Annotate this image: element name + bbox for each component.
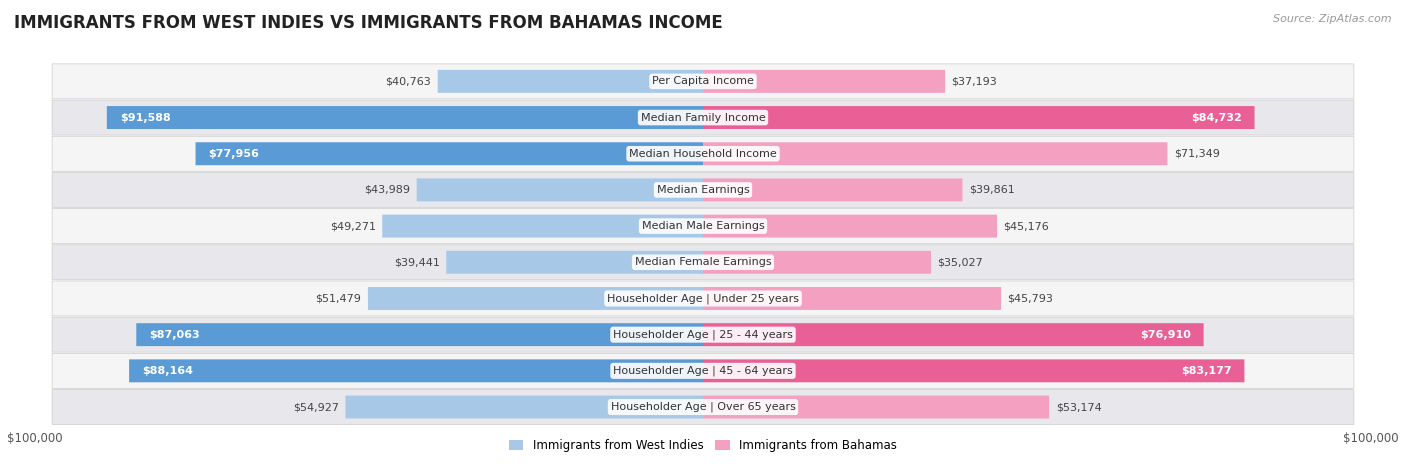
FancyBboxPatch shape (107, 106, 703, 129)
Text: $40,763: $40,763 (385, 77, 432, 86)
Text: $45,793: $45,793 (1008, 293, 1053, 304)
FancyBboxPatch shape (346, 396, 703, 418)
Text: $53,174: $53,174 (1056, 402, 1101, 412)
Text: $37,193: $37,193 (952, 77, 997, 86)
Text: Median Female Earnings: Median Female Earnings (634, 257, 772, 267)
FancyBboxPatch shape (703, 70, 945, 93)
Text: $88,164: $88,164 (142, 366, 193, 376)
Text: $91,588: $91,588 (120, 113, 170, 122)
FancyBboxPatch shape (703, 287, 1001, 310)
FancyBboxPatch shape (368, 287, 703, 310)
FancyBboxPatch shape (136, 323, 703, 346)
FancyBboxPatch shape (52, 100, 1354, 135)
Text: $76,910: $76,910 (1140, 330, 1191, 340)
FancyBboxPatch shape (703, 251, 931, 274)
Text: Median Earnings: Median Earnings (657, 185, 749, 195)
Text: Median Male Earnings: Median Male Earnings (641, 221, 765, 231)
Text: $87,063: $87,063 (149, 330, 200, 340)
FancyBboxPatch shape (703, 396, 1049, 418)
FancyBboxPatch shape (416, 178, 703, 201)
FancyBboxPatch shape (52, 389, 1354, 425)
Text: IMMIGRANTS FROM WEST INDIES VS IMMIGRANTS FROM BAHAMAS INCOME: IMMIGRANTS FROM WEST INDIES VS IMMIGRANT… (14, 14, 723, 32)
Text: Source: ZipAtlas.com: Source: ZipAtlas.com (1274, 14, 1392, 24)
Text: $39,441: $39,441 (394, 257, 440, 267)
Text: Householder Age | 45 - 64 years: Householder Age | 45 - 64 years (613, 366, 793, 376)
FancyBboxPatch shape (437, 70, 703, 93)
Text: Householder Age | 25 - 44 years: Householder Age | 25 - 44 years (613, 329, 793, 340)
Legend: Immigrants from West Indies, Immigrants from Bahamas: Immigrants from West Indies, Immigrants … (505, 434, 901, 456)
Text: $54,927: $54,927 (292, 402, 339, 412)
Text: Median Family Income: Median Family Income (641, 113, 765, 122)
Text: Median Household Income: Median Household Income (628, 149, 778, 159)
FancyBboxPatch shape (703, 178, 963, 201)
FancyBboxPatch shape (52, 317, 1354, 352)
Text: Householder Age | Over 65 years: Householder Age | Over 65 years (610, 402, 796, 412)
FancyBboxPatch shape (446, 251, 703, 274)
Text: Householder Age | Under 25 years: Householder Age | Under 25 years (607, 293, 799, 304)
FancyBboxPatch shape (129, 360, 703, 382)
Text: Per Capita Income: Per Capita Income (652, 77, 754, 86)
Text: $39,861: $39,861 (969, 185, 1015, 195)
FancyBboxPatch shape (52, 136, 1354, 171)
FancyBboxPatch shape (52, 354, 1354, 389)
FancyBboxPatch shape (703, 323, 1204, 346)
Text: $51,479: $51,479 (315, 293, 361, 304)
FancyBboxPatch shape (703, 360, 1244, 382)
FancyBboxPatch shape (195, 142, 703, 165)
Text: $84,732: $84,732 (1191, 113, 1241, 122)
FancyBboxPatch shape (52, 281, 1354, 316)
Text: $77,956: $77,956 (208, 149, 260, 159)
FancyBboxPatch shape (52, 245, 1354, 280)
FancyBboxPatch shape (703, 142, 1167, 165)
FancyBboxPatch shape (703, 106, 1254, 129)
Text: $43,989: $43,989 (364, 185, 411, 195)
FancyBboxPatch shape (52, 172, 1354, 207)
Text: $35,027: $35,027 (938, 257, 983, 267)
FancyBboxPatch shape (382, 215, 703, 238)
Text: $45,176: $45,176 (1004, 221, 1049, 231)
FancyBboxPatch shape (703, 215, 997, 238)
Text: $49,271: $49,271 (330, 221, 375, 231)
Text: $100,000: $100,000 (7, 432, 63, 446)
FancyBboxPatch shape (52, 64, 1354, 99)
FancyBboxPatch shape (52, 209, 1354, 244)
Text: $100,000: $100,000 (1343, 432, 1399, 446)
Text: $71,349: $71,349 (1174, 149, 1220, 159)
Text: $83,177: $83,177 (1181, 366, 1232, 376)
